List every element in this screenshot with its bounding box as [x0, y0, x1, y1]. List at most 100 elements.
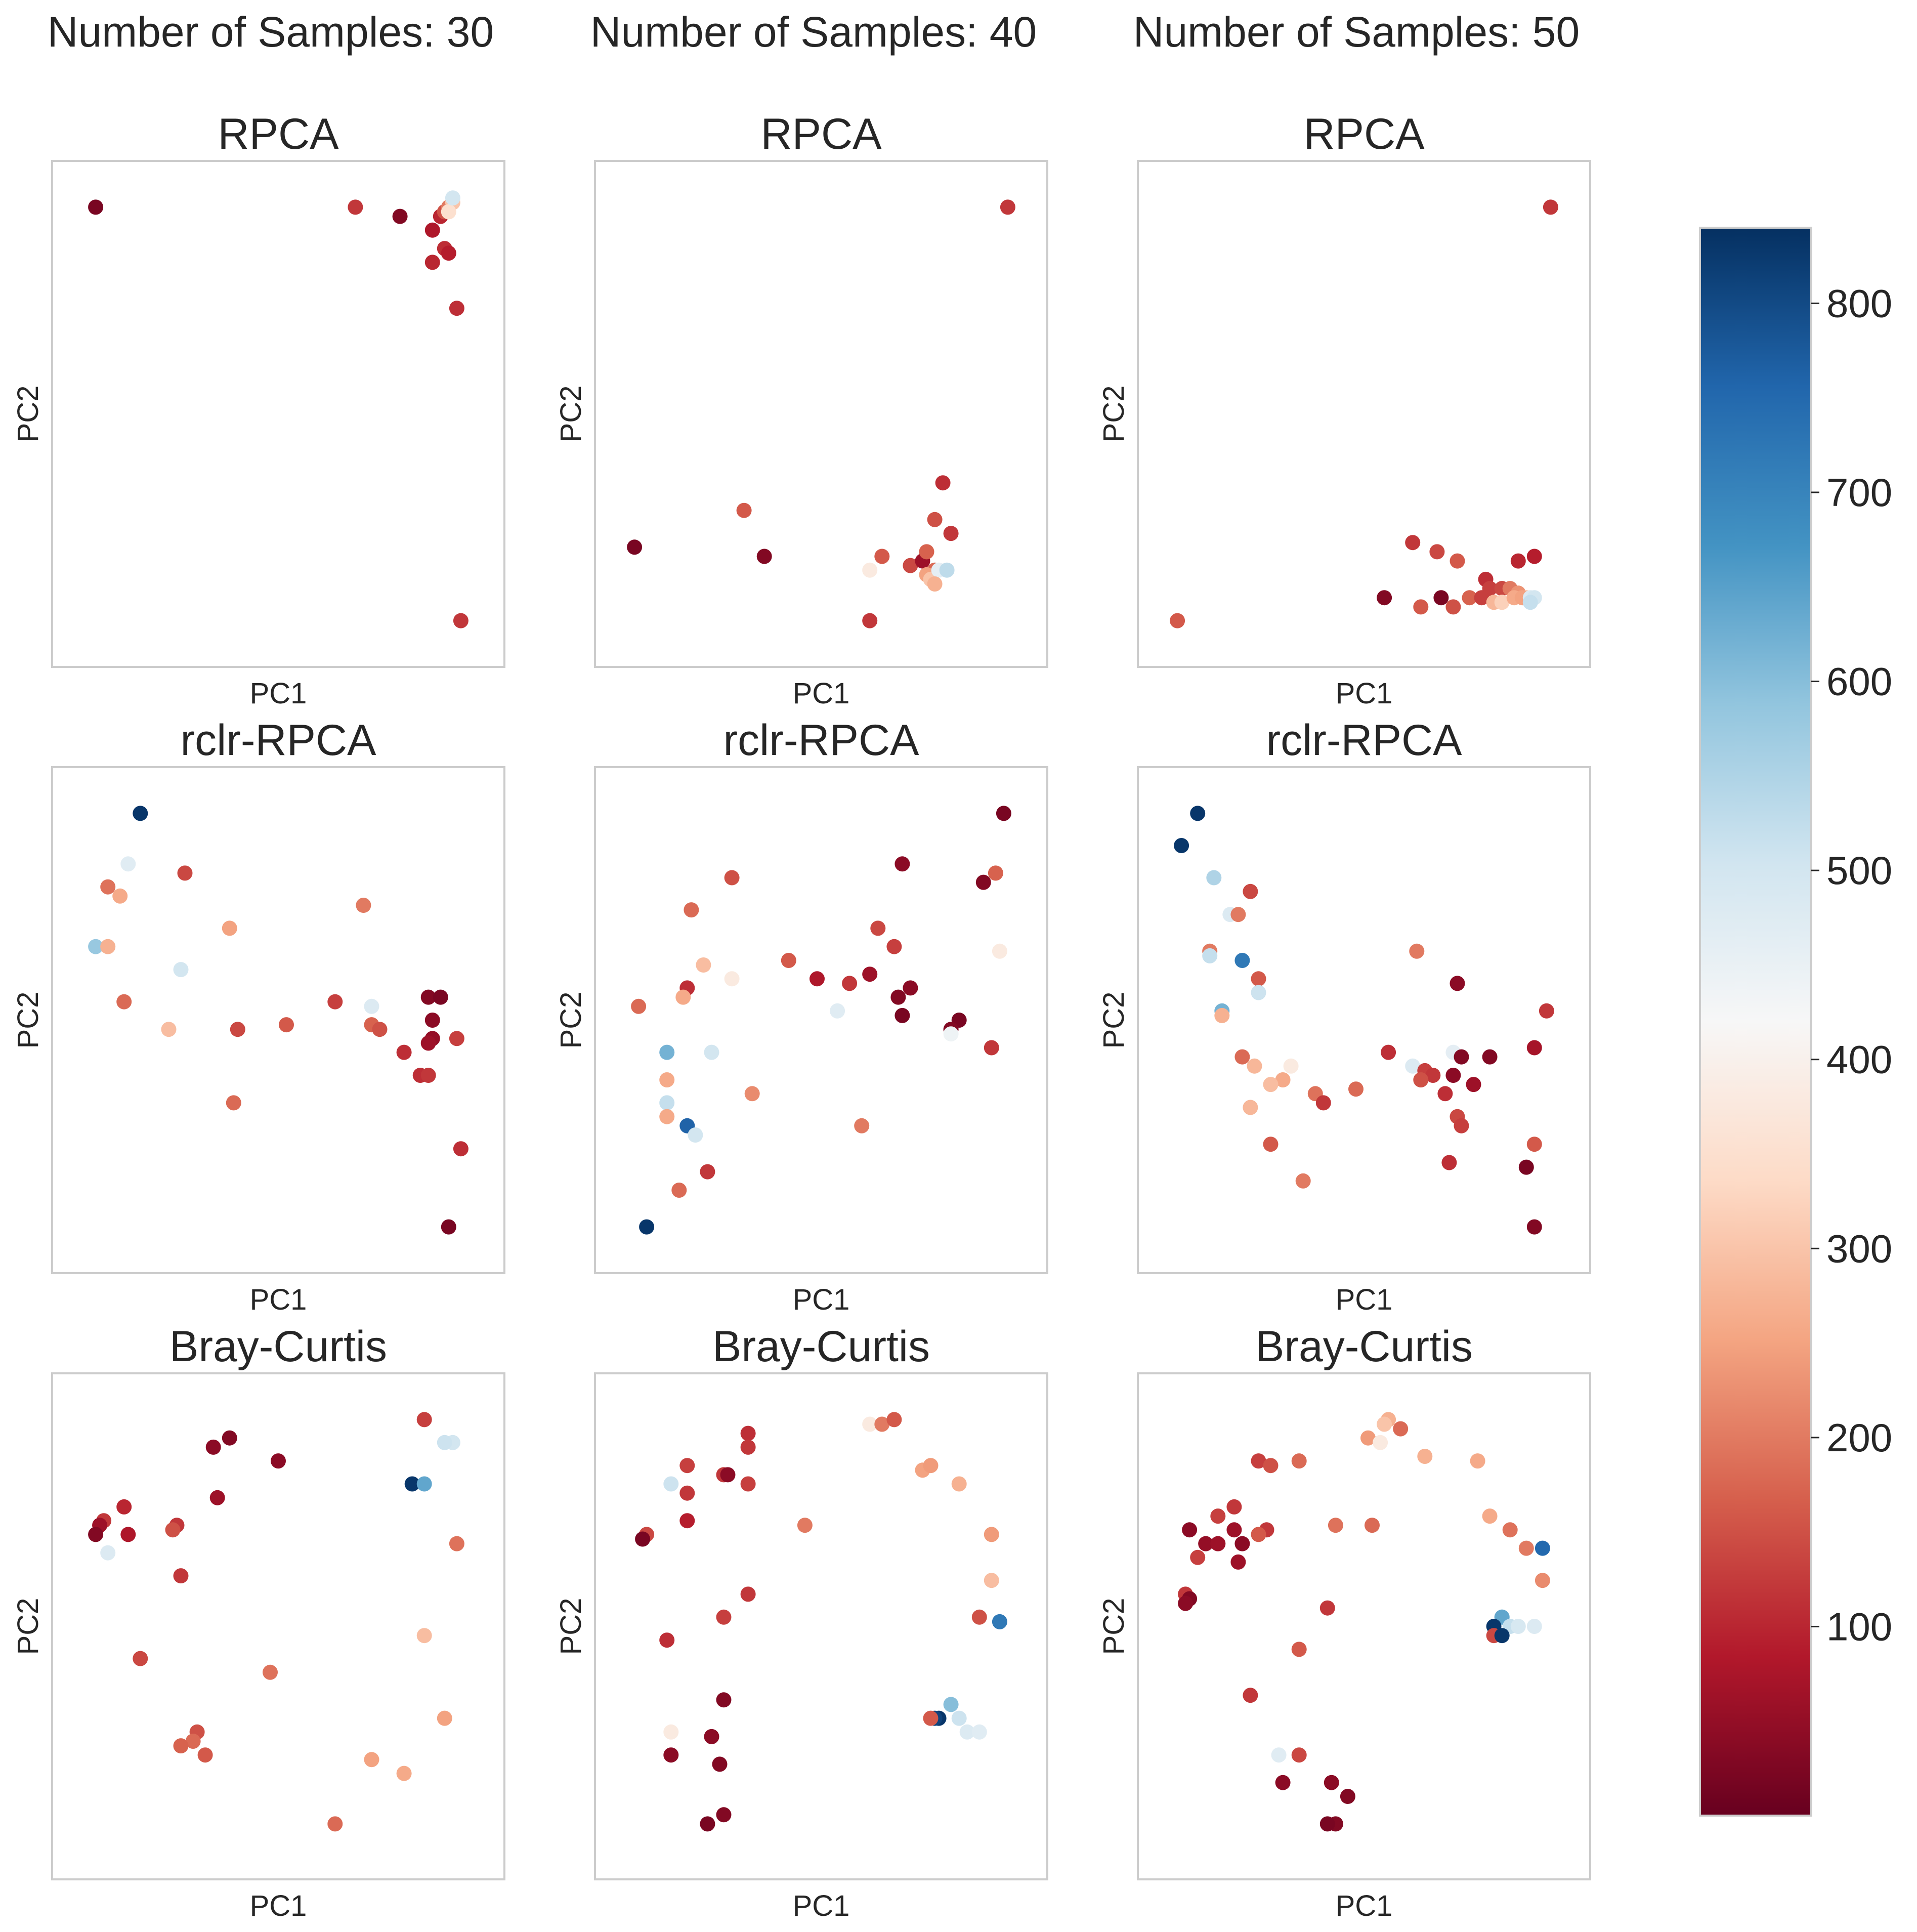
- colorbar-tick-label: 700: [1826, 470, 1892, 515]
- scatter-point: [1441, 1155, 1457, 1170]
- scatter-point: [830, 1003, 845, 1019]
- scatter-point: [1526, 1619, 1542, 1634]
- panel-title: RPCA: [218, 110, 339, 158]
- scatter-point: [116, 994, 132, 1010]
- scatter-point: [1234, 1536, 1250, 1551]
- x-axis-label: PC1: [250, 1283, 307, 1316]
- scatter-point: [1000, 199, 1015, 215]
- scatter-point: [1190, 1549, 1206, 1565]
- plot-frame: [594, 160, 1048, 668]
- colorbar-tick-label: 200: [1826, 1415, 1892, 1460]
- scatter-point: [894, 1007, 910, 1023]
- scatter-point: [663, 1724, 679, 1740]
- scatter-point: [1182, 1522, 1198, 1538]
- scatter-point: [1251, 971, 1266, 987]
- colorbar-tick-label: 500: [1826, 848, 1892, 893]
- scatter-point: [740, 1439, 756, 1455]
- scatter-point: [886, 1412, 902, 1427]
- scatter-point: [1526, 549, 1542, 564]
- y-axis-label: PC2: [12, 386, 45, 443]
- scatter-point: [1206, 870, 1222, 886]
- scatter-point: [1381, 1044, 1396, 1060]
- scatter-point: [1466, 1077, 1481, 1093]
- scatter-point: [1251, 985, 1266, 1000]
- scatter-point: [1360, 1430, 1376, 1446]
- scatter-point: [161, 1022, 177, 1037]
- scatter-point: [1409, 943, 1425, 959]
- scatter-point: [992, 1614, 1007, 1629]
- scatter-point: [1417, 1449, 1433, 1464]
- scatter-point: [433, 989, 448, 1005]
- scatter-point: [663, 1747, 679, 1763]
- scatter-point: [1502, 1522, 1518, 1538]
- scatter-point: [1539, 1003, 1554, 1019]
- scatter-point: [740, 1586, 756, 1602]
- scatter-point: [1234, 953, 1250, 968]
- column-title-2: Number of Samples: 40: [590, 8, 1037, 56]
- x-axis-label: PC1: [1336, 1283, 1393, 1316]
- scatter-point: [327, 1816, 343, 1832]
- scatter-point: [984, 1040, 999, 1056]
- scatter-point: [1243, 1100, 1258, 1115]
- scatter-point: [1454, 1049, 1469, 1065]
- scatter-point: [100, 879, 116, 895]
- scatter-point: [1494, 1628, 1510, 1644]
- scatter-point: [1425, 1068, 1441, 1083]
- colorbar: 100 200 300 400 500 600 700 800: [1699, 227, 1892, 1817]
- scatter-point: [441, 1219, 456, 1235]
- y-axis-label: PC2: [1097, 386, 1130, 443]
- scatter-point: [1214, 1007, 1230, 1023]
- scatter-point: [744, 1086, 760, 1102]
- scatter-point: [1190, 806, 1206, 821]
- colorbar-gradient: [1699, 227, 1812, 1817]
- colorbar-tick-label: 100: [1826, 1604, 1892, 1649]
- plot-frame: [51, 1372, 505, 1880]
- panel-title: RPCA: [761, 110, 882, 158]
- scatter-point: [205, 1439, 221, 1455]
- scatter-point: [1226, 1499, 1242, 1515]
- scatter-point: [348, 199, 363, 215]
- scatter-point: [1202, 948, 1218, 963]
- colorbar-tick-label: 600: [1826, 659, 1892, 704]
- scatter-point: [797, 1518, 813, 1533]
- scatter-point: [1291, 1642, 1307, 1657]
- scatter-point: [1263, 1077, 1279, 1093]
- scatter-point: [1482, 1508, 1498, 1524]
- scatter-panel: rclr-RPCA PC1 PC2: [1097, 716, 1591, 1316]
- scatter-point: [1348, 1081, 1364, 1097]
- scatter-panel: RPCA PC1 PC2: [1097, 110, 1591, 710]
- scatter-point: [1226, 1522, 1242, 1538]
- scatter-point: [659, 1044, 675, 1060]
- scatter-point: [165, 1522, 181, 1538]
- scatter-point: [449, 301, 464, 316]
- scatter-point: [927, 576, 943, 592]
- scatter-point: [424, 222, 440, 238]
- scatter-point: [88, 939, 104, 954]
- scatter-point: [1319, 1600, 1335, 1616]
- x-axis-label: PC1: [250, 677, 307, 710]
- panel-title: rclr-RPCA: [1266, 716, 1463, 765]
- scatter-point: [1315, 1095, 1331, 1111]
- scatter-point: [975, 874, 991, 890]
- scatter-point: [133, 806, 148, 821]
- scatter-point: [935, 475, 951, 491]
- scatter-point: [1319, 1816, 1335, 1832]
- x-axis-label: PC1: [793, 677, 850, 710]
- scatter-point: [1522, 595, 1538, 610]
- scatter-point: [100, 1545, 116, 1561]
- scatter-point: [173, 962, 189, 978]
- scatter-point: [704, 1729, 719, 1744]
- scatter-point: [854, 1118, 870, 1133]
- scatter-point: [1518, 1159, 1534, 1175]
- scatter-point: [781, 953, 796, 968]
- scatter-point: [1445, 1068, 1461, 1083]
- scatter-point: [364, 1752, 379, 1768]
- scatter-point: [862, 562, 878, 578]
- scatter-point: [984, 1527, 999, 1542]
- scatter-point: [923, 1458, 939, 1474]
- scatter-panel: Bray-Curtis PC1 PC2: [12, 1322, 505, 1922]
- scatter-point: [1340, 1789, 1355, 1804]
- plot-frame: [1137, 766, 1591, 1274]
- scatter-panel: rclr-RPCA PC1 PC2: [12, 716, 505, 1316]
- scatter-point: [810, 971, 825, 987]
